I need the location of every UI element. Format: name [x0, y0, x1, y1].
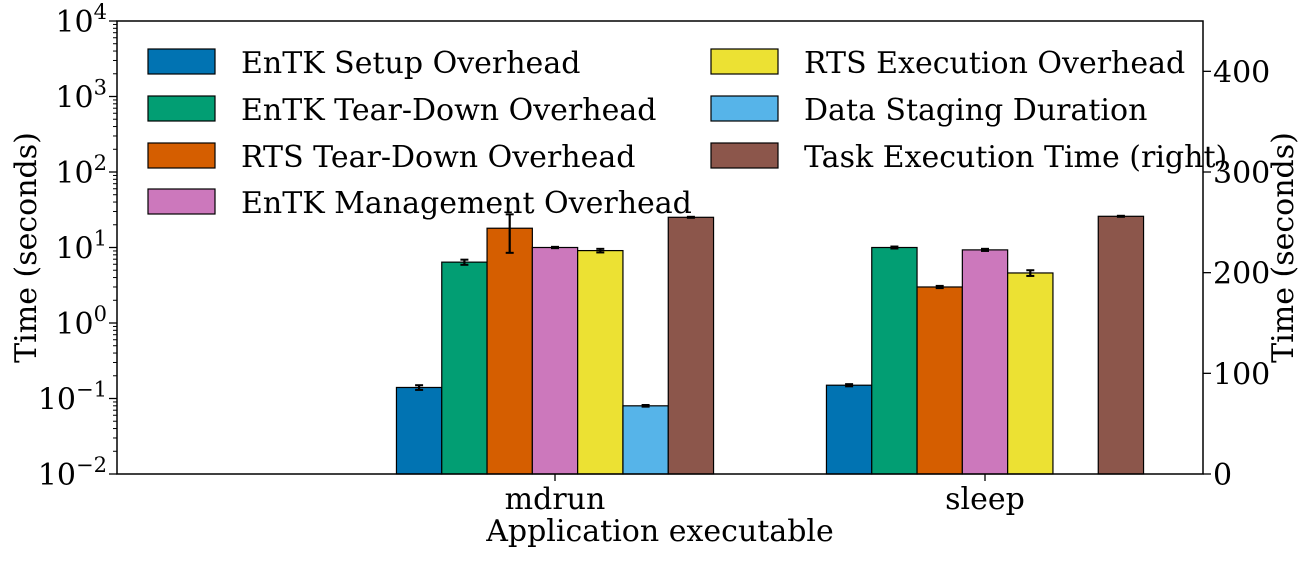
y-right-tick-label: 400 [1213, 55, 1270, 90]
bar [531, 246, 579, 475]
bar [395, 386, 443, 475]
legend-swatch [710, 48, 779, 75]
x-tick-label: mdrun [505, 482, 606, 517]
legend-swatch [710, 142, 779, 169]
legend-label: Task Execution Time (right) [804, 140, 1227, 175]
bar [871, 246, 918, 475]
legend-label: RTS Execution Overhead [804, 46, 1185, 81]
legend-label: RTS Tear-Down Overhead [241, 140, 635, 175]
legend-swatch [147, 188, 216, 215]
bar [961, 249, 1009, 475]
bar [825, 384, 873, 475]
bar [577, 249, 624, 475]
legend-label: EnTK Management Overhead [241, 186, 692, 221]
legend-label: EnTK Tear-Down Overhead [241, 93, 656, 128]
y-right-tick-label: 300 [1213, 156, 1270, 191]
x-tick-label: sleep [945, 482, 1025, 517]
legend-swatch [710, 95, 779, 122]
legend-label: EnTK Setup Overhead [241, 46, 580, 81]
y-left-tick-label: 100 [55, 302, 107, 342]
legend-swatch [147, 95, 216, 122]
x-axis-title: Application executable [485, 514, 834, 549]
y-left-tick-label: 102 [55, 151, 107, 191]
bar [622, 405, 669, 475]
bar [667, 216, 715, 475]
y-left-tick-label: 10−2 [38, 453, 107, 493]
y-right-tick-label: 100 [1213, 357, 1270, 392]
y-left-tick-label: 101 [55, 227, 107, 267]
y-right-tick-label: 200 [1213, 257, 1270, 292]
y-right-axis-title: Time (seconds) [1266, 132, 1301, 363]
y-left-axis-title: Time (seconds) [9, 132, 44, 363]
y-left-tick-label: 104 [55, 0, 107, 40]
legend-swatch [147, 48, 216, 75]
bar [486, 227, 533, 475]
bar [916, 286, 963, 475]
bar [1007, 272, 1054, 475]
legend-swatch [147, 142, 216, 169]
y-left-tick-label: 10−1 [38, 378, 107, 418]
legend-label: Data Staging Duration [804, 93, 1147, 128]
y-right-tick-label: 0 [1213, 458, 1232, 493]
y-left-tick-label: 103 [55, 76, 107, 116]
bar [441, 261, 488, 475]
bar [1097, 215, 1145, 475]
